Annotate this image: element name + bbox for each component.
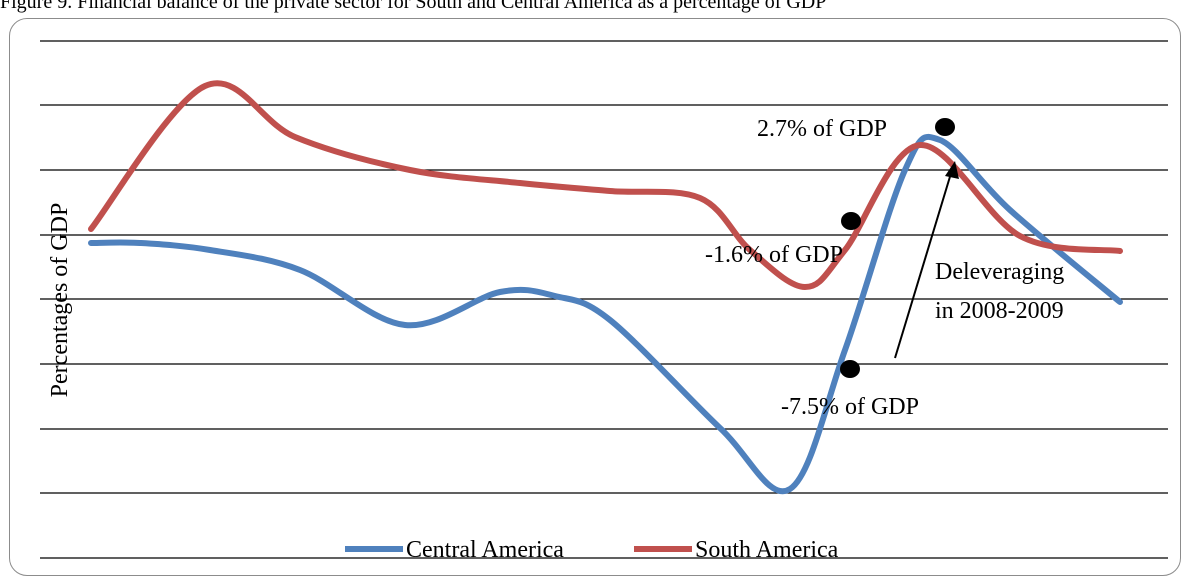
legend-label-south: South America bbox=[695, 537, 839, 563]
deleveraging-arrowhead bbox=[945, 161, 959, 179]
annotation-deleveraging: Deleveraging bbox=[935, 259, 1064, 285]
central-america-line bbox=[88, 133, 1123, 495]
annotation-neg-1-6: -1.6% of GDP bbox=[705, 242, 843, 268]
chart-frame bbox=[9, 18, 1181, 576]
south-america-line bbox=[88, 80, 1123, 290]
marker-2-7 bbox=[935, 118, 955, 136]
marker-neg-7-5 bbox=[840, 360, 860, 378]
annotation-2-7: 2.7% of GDP bbox=[757, 116, 887, 142]
annotation-years: in 2008-2009 bbox=[935, 298, 1064, 324]
legend-label-central: Central America bbox=[406, 537, 564, 563]
deleveraging-arrow bbox=[894, 169, 953, 359]
y-axis-label: Percentages of GDP bbox=[47, 203, 73, 398]
annotation-neg-7-5: -7.5% of GDP bbox=[781, 394, 919, 420]
gridlines bbox=[40, 40, 1168, 559]
figure-caption: Figure 9. Financial balance of the priva… bbox=[0, 0, 827, 13]
marker-neg-1-6 bbox=[841, 212, 861, 230]
